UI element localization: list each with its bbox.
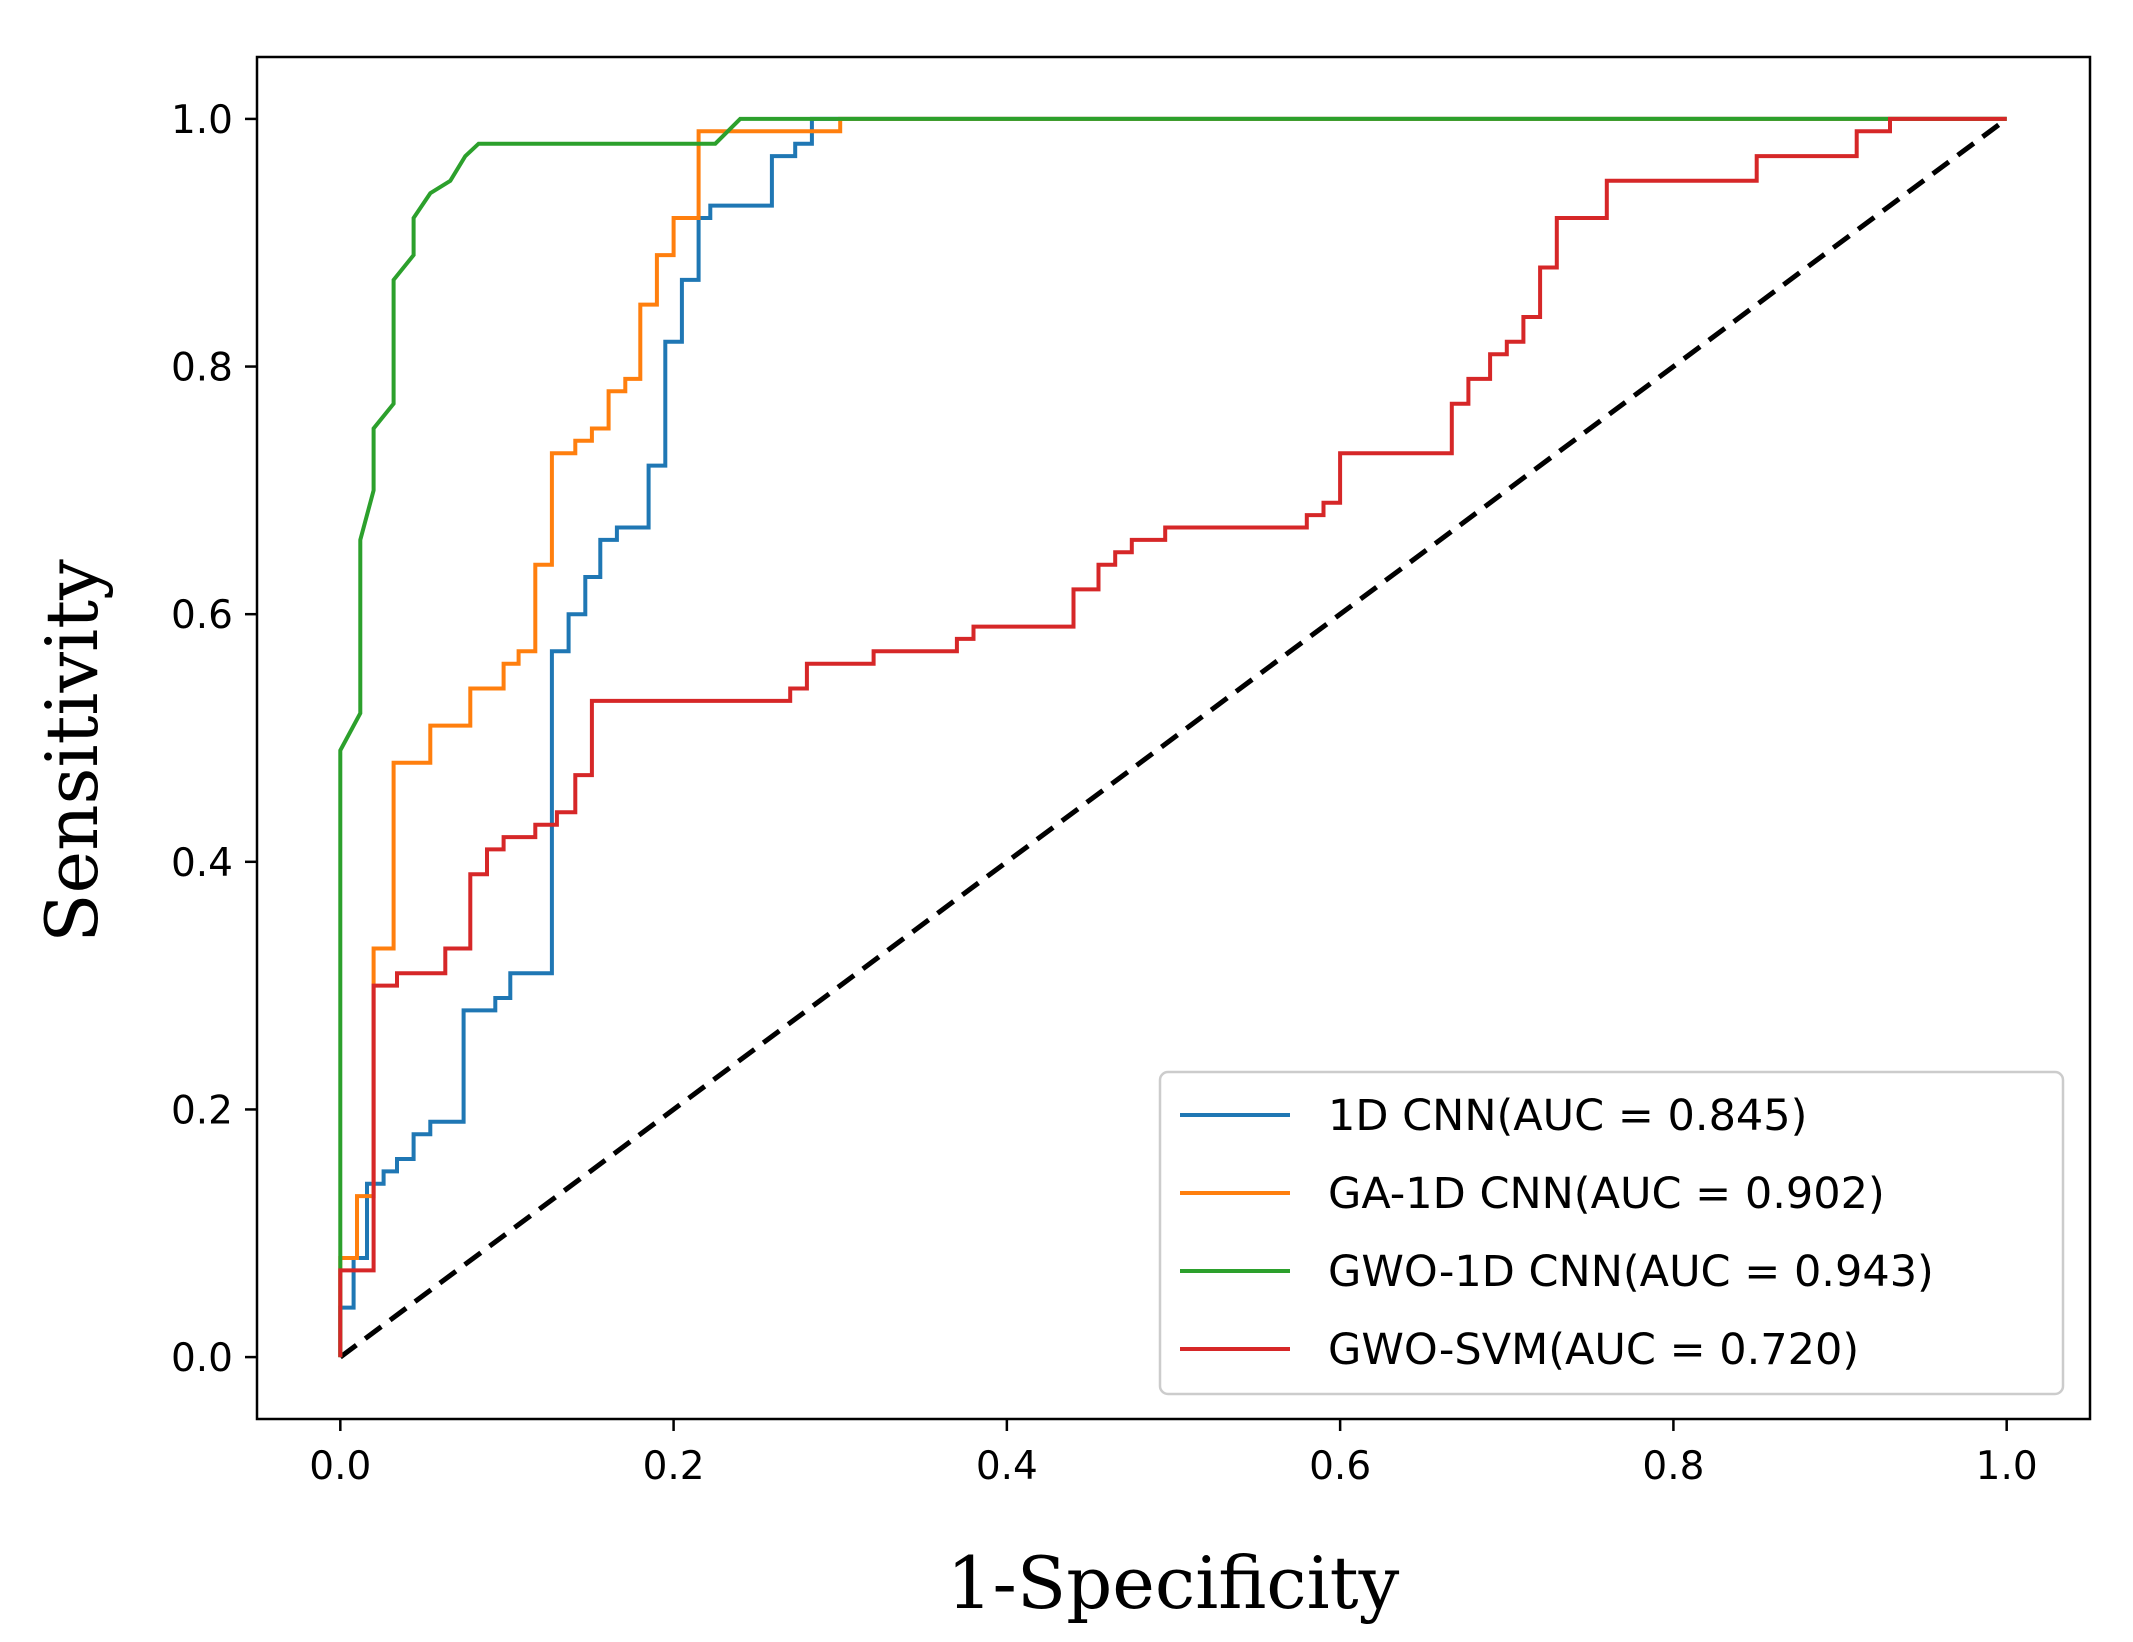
legend: 1D CNN(AUC = 0.845) GA-1D CNN(AUC = 0.902… <box>1158 1070 2065 1396</box>
plot-frame <box>255 55 2092 1421</box>
x-tick-label: 0.8 <box>1642 1444 1704 1489</box>
x-axis-title: 1-Specificity <box>947 1541 1400 1625</box>
reference-diagonal-line <box>338 116 2009 1360</box>
legend-label-1: 1D CNN(AUC = 0.845) <box>1328 1091 1807 1141</box>
x-tick-label: 0.6 <box>1309 1444 1371 1489</box>
series-line-2 <box>338 116 2007 1358</box>
legend-label-4: GWO-SVM(AUC = 0.720) <box>1328 1325 1859 1375</box>
x-tick-label: 1.0 <box>1976 1444 2038 1489</box>
y-tick-label: 1.0 <box>171 98 233 143</box>
y-tick-label: 0.4 <box>171 841 233 886</box>
legend-box <box>1158 1070 2065 1396</box>
x-tick-label: 0.0 <box>309 1444 371 1489</box>
y-tick-label: 0.8 <box>171 346 233 391</box>
y-axis-title: Sensitivity <box>30 559 114 943</box>
x-tick-label: 0.4 <box>976 1444 1038 1489</box>
y-tick-label: 0.2 <box>171 1088 233 1133</box>
x-tick-label: 0.2 <box>643 1444 705 1489</box>
legend-label-2: GA-1D CNN(AUC = 0.902) <box>1328 1169 1885 1219</box>
y-tick-label: 0.0 <box>171 1336 233 1381</box>
series-line-1 <box>338 116 2007 1358</box>
legend-label-3: GWO-1D CNN(AUC = 0.943) <box>1328 1247 1934 1297</box>
series-line-4 <box>338 116 2007 1358</box>
series-line-3 <box>338 116 2007 1358</box>
y-tick-label: 0.6 <box>171 593 233 638</box>
